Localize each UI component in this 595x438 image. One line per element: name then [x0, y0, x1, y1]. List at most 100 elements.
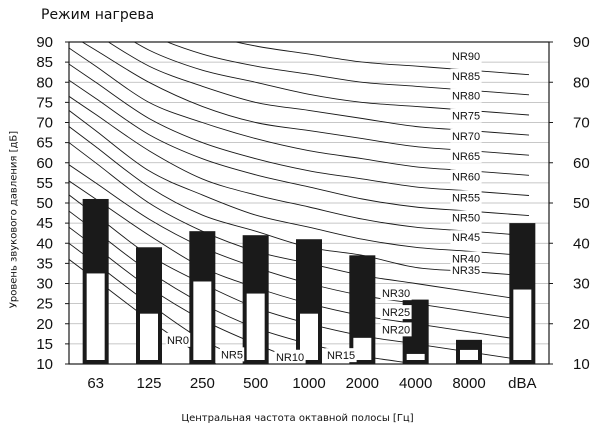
nr-curve-nr45: [69, 110, 530, 257]
y-right-tick-label: 20: [573, 316, 590, 333]
nr-curve-nr90: [233, 42, 530, 76]
nr-label-bg: [450, 88, 482, 103]
nr-label-bg: [450, 169, 482, 184]
nr-curve-nr30: [69, 164, 530, 322]
y-tick-label: 55: [36, 175, 53, 192]
bar-inner-125: [140, 313, 158, 360]
bar-inner-8000: [460, 349, 478, 360]
nr-label-bg: [450, 190, 482, 205]
bar-inner-500: [246, 293, 265, 360]
nr-label-bg: [325, 348, 357, 363]
nr-label-bg: [450, 210, 482, 225]
nr-label-bg: [450, 263, 482, 278]
nr-label-bg: [450, 251, 482, 266]
y-tick-label: 85: [36, 54, 53, 71]
nr-label-nr65: NR65: [452, 151, 480, 163]
nr-curve-nr70: [81, 42, 530, 156]
y-tick-label: 80: [36, 74, 53, 91]
nr-curve-nr60: [69, 63, 530, 196]
y-right-tick-label: 70: [573, 115, 590, 132]
nr-label-bg: [274, 349, 306, 364]
y-tick-label: 35: [36, 255, 53, 272]
nr-label-nr0: NR0: [167, 335, 189, 347]
bar-inner-1000: [300, 313, 318, 360]
nr-label-nr25: NR25: [382, 307, 410, 319]
nr-label-nr10: NR10: [276, 352, 304, 364]
nr-label-nr80: NR80: [452, 91, 480, 103]
y-tick-label: 40: [36, 235, 53, 252]
y-tick-label: 60: [36, 155, 53, 172]
y-tick-label: 30: [36, 276, 53, 293]
nr-label-nr50: NR50: [452, 212, 480, 224]
x-tick-label-63: 63: [87, 375, 104, 392]
nr-label-bg: [450, 68, 482, 83]
y-right-tick-label: 40: [573, 235, 590, 252]
y-right-tick-label: 90: [573, 34, 590, 51]
y-tick-label: 75: [36, 94, 53, 111]
nr-label-nr20: NR20: [382, 324, 410, 336]
nr-label-bg: [165, 332, 191, 347]
x-tick-label-1000: 1000: [292, 375, 325, 392]
nr-curve-nr25: [69, 180, 530, 342]
nr-label-bg: [380, 305, 412, 320]
y-right-tick-label: 30: [573, 276, 590, 293]
nr-label-nr75: NR75: [452, 111, 480, 123]
y-right-tick-label: 80: [573, 74, 590, 91]
nr-label-bg: [219, 347, 245, 362]
chart-title: Режим нагрева: [41, 7, 155, 23]
y-right-tick-label: 60: [573, 155, 590, 172]
y-tick-label: 20: [36, 316, 53, 333]
bar-inner-2000: [353, 337, 372, 360]
bar-inner-4000: [406, 353, 425, 360]
y-right-tick-label: 50: [573, 195, 590, 212]
nr-label-bg: [450, 108, 482, 123]
nr-curve-nr15: [69, 210, 419, 364]
x-tick-label-125: 125: [136, 375, 161, 392]
nr-curve-nr85: [165, 42, 530, 96]
bar-inner-63: [86, 273, 105, 360]
nr-label-nr15: NR15: [327, 350, 355, 362]
nr-label-nr40: NR40: [452, 254, 480, 266]
nr-curve-nr40: [69, 126, 530, 277]
nr-curve-nr50: [69, 95, 530, 237]
nr-label-nr70: NR70: [452, 131, 480, 143]
x-tick-label-dBA: dBA: [508, 375, 536, 392]
bar-inner-250: [193, 281, 212, 360]
nr-curve-nr65: [69, 47, 530, 176]
nr-label-nr5: NR5: [221, 349, 243, 361]
nr-label-nr85: NR85: [452, 71, 480, 83]
nr-label-nr60: NR60: [452, 171, 480, 183]
nr-label-nr45: NR45: [452, 232, 480, 244]
y-tick-label: 25: [36, 296, 53, 313]
nr-curve-nr55: [69, 79, 530, 217]
y-right-tick-label: 10: [573, 356, 590, 373]
nr-label-bg: [380, 322, 412, 337]
x-tick-label-500: 500: [243, 375, 268, 392]
nr-label-bg: [450, 230, 482, 245]
y-tick-label: 45: [36, 215, 53, 232]
bar-inner-dBA: [513, 289, 532, 360]
y-tick-label: 10: [36, 356, 53, 373]
nr-label-nr55: NR55: [452, 192, 480, 204]
nr-curve-nr80: [133, 42, 530, 116]
x-tick-label-8000: 8000: [452, 375, 485, 392]
x-tick-label-250: 250: [190, 375, 215, 392]
nr-curve-nr75: [107, 42, 530, 136]
y-tick-label: 65: [36, 135, 53, 152]
x-axis-label: Центральная частота октавной полосы [Гц]: [181, 413, 414, 424]
nr-curve-nr20: [69, 194, 530, 362]
y-tick-label: 15: [36, 336, 53, 353]
y-tick-label: 90: [36, 34, 53, 51]
y-tick-label: 50: [36, 195, 53, 212]
nr-label-bg: [450, 148, 482, 163]
nr-curve-nr35: [69, 142, 530, 302]
x-tick-label-4000: 4000: [399, 375, 432, 392]
nr-label-nr30: NR30: [382, 288, 410, 300]
nr-label-nr35: NR35: [452, 265, 480, 277]
nr-curve-nr5: [69, 242, 257, 364]
nr-label-bg: [450, 49, 482, 64]
nr-label-bg: [380, 286, 412, 301]
nr-label-nr90: NR90: [452, 51, 480, 63]
x-tick-label-2000: 2000: [346, 375, 379, 392]
